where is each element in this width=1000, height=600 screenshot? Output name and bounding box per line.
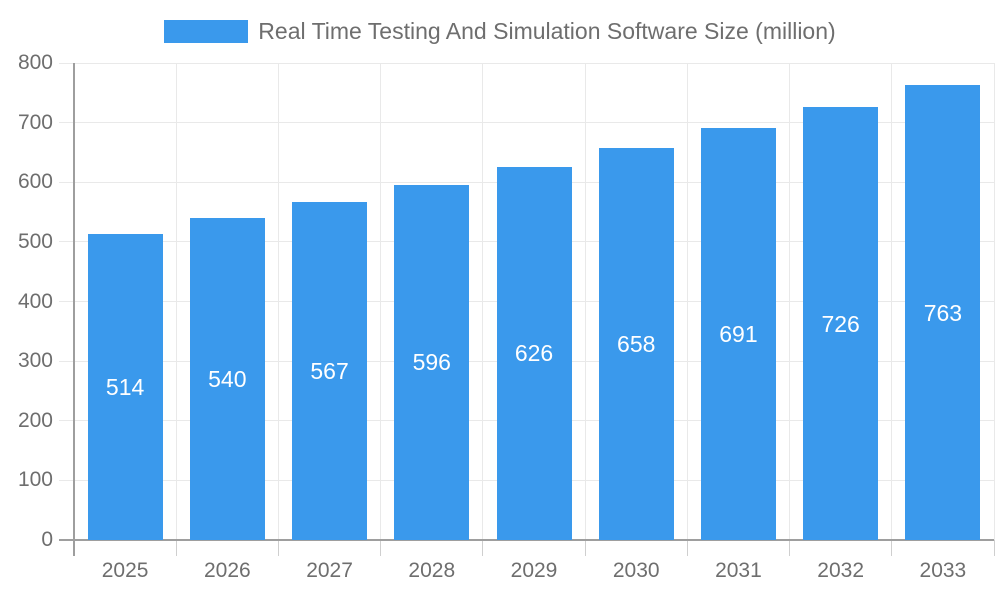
x-axis-tick xyxy=(789,540,791,556)
x-axis-tick xyxy=(584,540,586,556)
y-axis-tick xyxy=(59,301,74,302)
gridline-vertical xyxy=(686,63,688,540)
y-axis-tick xyxy=(59,62,74,64)
x-axis-tick xyxy=(175,540,177,556)
bar[interactable] xyxy=(189,218,265,540)
gridline-vertical xyxy=(277,63,279,540)
gridline-vertical xyxy=(993,63,995,540)
bar-value-label: 726 xyxy=(821,310,860,337)
bar[interactable] xyxy=(905,85,981,540)
y-axis-label: 300 xyxy=(17,349,53,373)
x-axis-label: 2030 xyxy=(612,559,660,582)
y-axis-line xyxy=(73,63,75,556)
bar[interactable] xyxy=(700,127,776,540)
x-axis-tick xyxy=(277,540,279,556)
bar[interactable] xyxy=(496,166,572,540)
bar[interactable] xyxy=(394,184,470,540)
x-axis-tick xyxy=(993,540,995,556)
y-axis-tick xyxy=(59,122,74,124)
gridline-vertical xyxy=(482,63,484,540)
x-axis-tick xyxy=(891,540,893,556)
y-axis-label: 600 xyxy=(17,170,53,194)
y-axis-label: 400 xyxy=(17,289,53,313)
bar-value-label: 567 xyxy=(310,357,349,384)
gridline-vertical xyxy=(789,63,791,540)
y-axis-tick xyxy=(59,241,74,243)
y-axis-label: 200 xyxy=(17,408,53,432)
gridline-vertical xyxy=(380,63,382,540)
gridline-horizontal xyxy=(74,62,994,64)
y-axis-label: 700 xyxy=(17,110,53,134)
bar-value-label: 514 xyxy=(105,373,145,400)
x-axis-line xyxy=(59,539,994,541)
y-axis-label: 500 xyxy=(17,229,53,253)
bar[interactable] xyxy=(803,107,879,540)
gridline-vertical xyxy=(175,63,177,540)
x-axis-label: 2028 xyxy=(408,559,456,582)
y-axis-tick xyxy=(59,479,74,481)
y-axis-tick xyxy=(59,420,74,422)
legend-swatch-icon[interactable] xyxy=(164,20,249,43)
bar[interactable] xyxy=(598,147,674,540)
bar-value-label: 691 xyxy=(719,320,758,347)
y-axis-label: 100 xyxy=(17,468,53,492)
x-axis-label: 2031 xyxy=(715,559,762,582)
bar[interactable] xyxy=(292,201,368,540)
bar-value-label: 626 xyxy=(514,340,554,367)
gridline-horizontal xyxy=(74,122,994,124)
bar-value-label: 763 xyxy=(923,299,963,326)
y-axis-label: 800 xyxy=(17,51,53,74)
gridline-vertical xyxy=(891,63,893,540)
x-axis-label: 2033 xyxy=(919,559,967,582)
x-axis-label: 2032 xyxy=(817,559,865,582)
bar-value-label: 540 xyxy=(208,366,247,392)
x-axis-label: 2029 xyxy=(510,559,558,582)
x-axis-label: 2026 xyxy=(203,559,251,582)
legend-label: Real Time Testing And Simulation Softwar… xyxy=(258,18,836,44)
x-axis-tick xyxy=(380,540,382,556)
gridline-vertical xyxy=(584,63,586,540)
y-axis-tick xyxy=(59,181,74,183)
x-axis-tick xyxy=(686,540,688,556)
bar[interactable] xyxy=(87,233,163,540)
x-axis-tick xyxy=(482,540,484,556)
bar-value-label: 658 xyxy=(617,330,656,357)
bar-value-label: 596 xyxy=(412,349,451,376)
x-axis-label: 2025 xyxy=(101,559,149,582)
legend[interactable]: Real Time Testing And Simulation Softwar… xyxy=(0,18,1000,45)
y-axis-label: 0 xyxy=(41,528,53,551)
x-axis-label: 2027 xyxy=(306,559,353,582)
y-axis-tick xyxy=(59,360,74,362)
